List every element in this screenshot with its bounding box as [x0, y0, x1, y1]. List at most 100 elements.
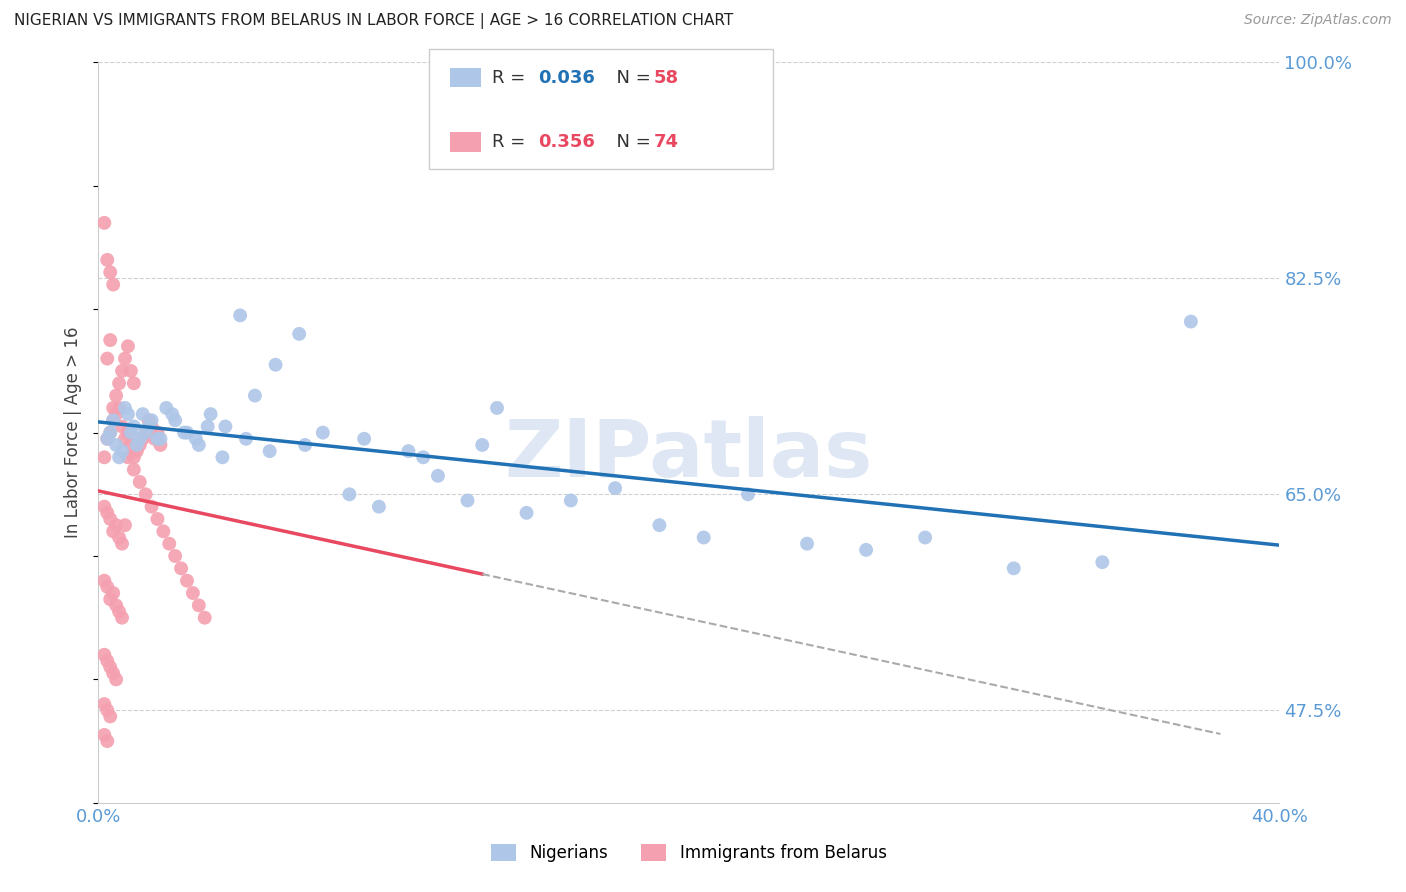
Point — [176, 425, 198, 440]
Point — [211, 450, 233, 465]
Point — [1002, 561, 1025, 575]
Point — [103, 413, 125, 427]
Point — [194, 610, 217, 624]
Point — [339, 487, 361, 501]
Text: ZIPatlas: ZIPatlas — [505, 416, 873, 494]
Point — [111, 444, 134, 458]
Point — [105, 438, 128, 452]
Point — [98, 660, 121, 674]
Text: 74: 74 — [654, 133, 679, 151]
Text: 0.356: 0.356 — [538, 133, 595, 151]
Point — [259, 444, 281, 458]
Point — [243, 389, 266, 403]
Point — [855, 542, 877, 557]
Point — [96, 506, 118, 520]
Point — [294, 438, 316, 452]
Point — [457, 493, 479, 508]
Point — [486, 401, 509, 415]
Point — [427, 468, 450, 483]
Point — [288, 326, 311, 341]
Point — [125, 438, 148, 452]
Point — [96, 351, 118, 366]
Point — [135, 487, 157, 501]
Point — [122, 450, 145, 465]
Point — [96, 654, 118, 668]
Legend: Nigerians, Immigrants from Belarus: Nigerians, Immigrants from Belarus — [485, 837, 893, 869]
Point — [103, 277, 125, 292]
Point — [128, 475, 150, 489]
Point — [146, 425, 169, 440]
Point — [93, 574, 115, 588]
Point — [141, 413, 163, 427]
Point — [96, 580, 118, 594]
Point — [200, 407, 222, 421]
Point — [93, 450, 115, 465]
Point — [105, 673, 128, 687]
Point — [122, 419, 145, 434]
Point — [93, 697, 115, 711]
Point — [117, 425, 139, 440]
Point — [96, 252, 118, 267]
Point — [114, 351, 136, 366]
Point — [560, 493, 582, 508]
Point — [122, 462, 145, 476]
Point — [98, 425, 121, 440]
Point — [214, 419, 236, 434]
Point — [135, 425, 157, 440]
Point — [138, 413, 160, 427]
Point — [105, 599, 128, 613]
Point — [111, 537, 134, 551]
Point — [1180, 314, 1202, 328]
Point — [135, 425, 157, 440]
Point — [114, 401, 136, 415]
Point — [98, 592, 121, 607]
Point — [96, 432, 118, 446]
Point — [103, 586, 125, 600]
Point — [128, 432, 150, 446]
Point — [229, 309, 252, 323]
Point — [111, 419, 134, 434]
Point — [165, 549, 187, 563]
Text: NIGERIAN VS IMMIGRANTS FROM BELARUS IN LABOR FORCE | AGE > 16 CORRELATION CHART: NIGERIAN VS IMMIGRANTS FROM BELARUS IN L… — [14, 13, 734, 29]
Point — [605, 481, 627, 495]
Point — [96, 703, 118, 717]
Point — [111, 364, 134, 378]
Point — [648, 518, 671, 533]
Point — [368, 500, 391, 514]
Point — [117, 339, 139, 353]
Point — [1091, 555, 1114, 569]
Point — [98, 265, 121, 279]
Point — [176, 574, 198, 588]
Point — [138, 419, 160, 434]
Point — [141, 419, 163, 434]
Point — [93, 728, 115, 742]
Point — [170, 561, 193, 575]
Point — [105, 389, 128, 403]
Text: N =: N = — [605, 69, 657, 87]
Point — [96, 734, 118, 748]
Point — [128, 438, 150, 452]
Point — [108, 605, 131, 619]
Point — [120, 364, 142, 378]
Point — [93, 500, 115, 514]
Point — [796, 537, 818, 551]
Point — [117, 407, 139, 421]
Y-axis label: In Labor Force | Age > 16: In Labor Force | Age > 16 — [65, 326, 83, 539]
Point — [173, 425, 195, 440]
Point — [111, 610, 134, 624]
Point — [141, 500, 163, 514]
Point — [187, 438, 209, 452]
Point — [412, 450, 434, 465]
Point — [149, 438, 172, 452]
Point — [146, 432, 169, 446]
Point — [103, 413, 125, 427]
Point — [693, 531, 716, 545]
Point — [516, 506, 538, 520]
Point — [165, 413, 187, 427]
Point — [132, 407, 155, 421]
Point — [108, 531, 131, 545]
Point — [197, 419, 219, 434]
Text: R =: R = — [492, 69, 531, 87]
Point — [353, 432, 375, 446]
Point — [93, 216, 115, 230]
